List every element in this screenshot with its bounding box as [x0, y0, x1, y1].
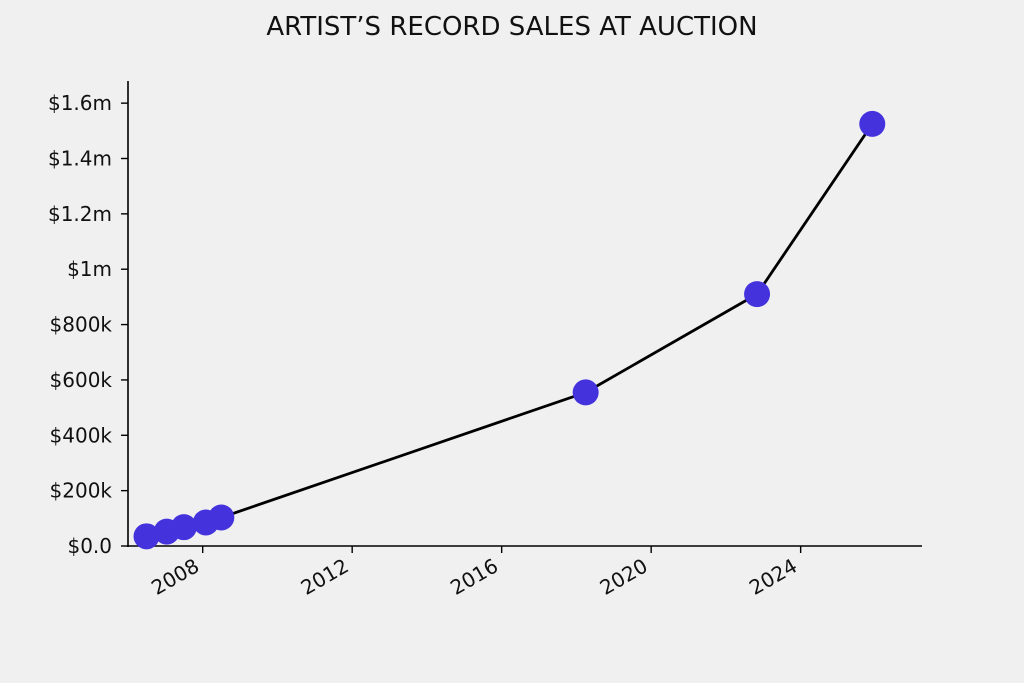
y-tick-label: $600k	[50, 368, 113, 392]
data-point	[572, 379, 599, 406]
data-point	[859, 110, 886, 137]
series-line	[146, 123, 874, 538]
x-tick-label: 2024	[745, 554, 801, 600]
data-point	[170, 514, 197, 541]
x-tick-label: 2012	[297, 554, 353, 600]
chart-title: ARTIST’S RECORD SALES AT AUCTION	[266, 12, 757, 42]
y-tick-label: $1.6m	[48, 91, 112, 115]
data-point	[744, 281, 771, 308]
x-tick-label: 2008	[147, 554, 203, 600]
y-tick-label: $1.4m	[48, 147, 112, 171]
x-ticks: 2008 2012 2016 2020 2024	[147, 546, 802, 600]
y-tick-label: $200k	[50, 479, 113, 503]
y-tick-label: $400k	[50, 423, 113, 447]
y-tick-label: $1.2m	[48, 202, 112, 226]
y-tick-label: $1m	[67, 257, 112, 281]
y-tick-label: $800k	[50, 313, 113, 337]
y-ticks: $0.0 $200k $400k $600k $800k $1m $1.2m $1.4m $1.…	[48, 91, 128, 558]
plot-area	[133, 110, 886, 550]
data-point	[208, 504, 235, 531]
y-tick-label: $0.0	[67, 534, 112, 558]
data-point	[133, 523, 160, 550]
x-tick-label: 2016	[446, 554, 502, 600]
x-tick-label: 2020	[596, 554, 652, 600]
